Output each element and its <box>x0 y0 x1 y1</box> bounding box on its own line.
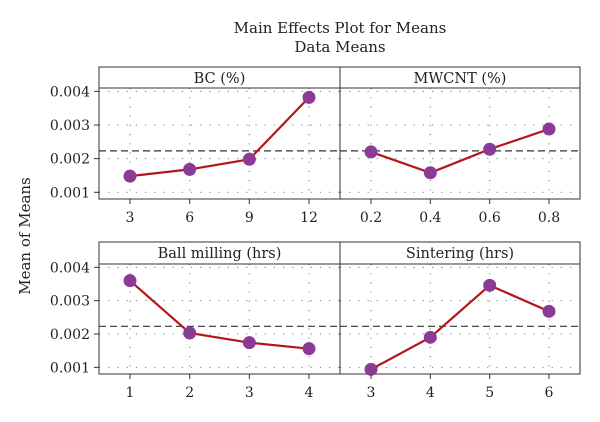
data-point <box>302 342 316 356</box>
y-axis-label: Mean of Means <box>16 177 34 295</box>
chart-title: Main Effects Plot for Means <box>234 19 447 37</box>
panel-2: MWCNT (%) 0.2 0.4 0.6 0.8 <box>339 66 581 226</box>
data-point <box>242 152 256 166</box>
data-point <box>483 278 497 292</box>
series-line <box>129 96 310 178</box>
panel-title: MWCNT (%) <box>414 71 507 87</box>
y-tick-label: 0.001 <box>50 185 90 201</box>
panel-frame <box>339 87 581 200</box>
data-point <box>542 304 556 318</box>
x-tick-label: 9 <box>245 210 254 226</box>
x-tick-label: 0.4 <box>419 210 441 226</box>
series-line <box>370 127 550 174</box>
data-point <box>242 336 256 350</box>
data-point <box>542 122 556 136</box>
x-tick-label: 3 <box>245 385 254 401</box>
x-tick-label: 0.2 <box>360 210 382 226</box>
panel-4: Sintering (hrs) 3 4 5 6 <box>339 241 581 401</box>
data-point <box>183 162 197 176</box>
x-tick-label: 3 <box>367 385 376 401</box>
panel-title: BC (%) <box>194 71 246 87</box>
x-tick-label: 4 <box>426 385 435 401</box>
series-line <box>129 279 310 350</box>
y-tick-label: 0.002 <box>50 152 90 168</box>
data-point <box>483 142 497 156</box>
x-tick-label: 3 <box>126 210 135 226</box>
y-tick-label: 0.001 <box>50 360 90 376</box>
panel-title: Ball milling (hrs) <box>158 246 282 262</box>
panel-1: BC (%) 3 6 9 12 0.001 0.002 0.003 0.004 <box>50 66 341 226</box>
data-point <box>123 274 137 288</box>
x-tick-label: 1 <box>126 385 135 401</box>
series-line <box>370 284 550 371</box>
x-tick-label: 2 <box>185 385 194 401</box>
data-point <box>183 326 197 340</box>
x-tick-label: 0.8 <box>538 210 560 226</box>
panel-title: Sintering (hrs) <box>406 246 514 262</box>
y-tick-label: 0.002 <box>50 327 90 343</box>
data-point <box>123 169 137 183</box>
x-tick-label: 12 <box>300 210 318 226</box>
x-tick-label: 0.6 <box>479 210 501 226</box>
data-point <box>364 362 378 376</box>
y-tick-label: 0.004 <box>50 260 90 276</box>
x-tick-label: 6 <box>185 210 194 226</box>
x-tick-label: 4 <box>305 385 314 401</box>
data-point <box>364 145 378 159</box>
chart-subtitle: Data Means <box>294 38 385 56</box>
data-point <box>423 166 437 180</box>
y-tick-label: 0.003 <box>50 118 90 134</box>
x-tick-label: 6 <box>545 385 554 401</box>
data-point <box>423 330 437 344</box>
x-tick-label: 5 <box>485 385 494 401</box>
panel-frame <box>339 263 581 375</box>
y-tick-label: 0.003 <box>50 294 90 310</box>
data-point <box>302 90 316 104</box>
panel-frame <box>98 87 341 200</box>
panel-3: Ball milling (hrs) 1 2 3 4 0.001 0.002 0.003 0.0… <box>50 241 341 401</box>
y-tick-label: 0.004 <box>50 84 90 100</box>
